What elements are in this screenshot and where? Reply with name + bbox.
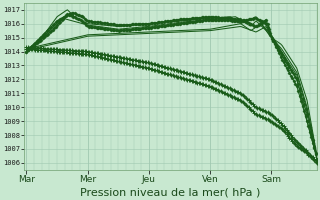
- X-axis label: Pression niveau de la mer( hPa ): Pression niveau de la mer( hPa ): [80, 187, 261, 197]
